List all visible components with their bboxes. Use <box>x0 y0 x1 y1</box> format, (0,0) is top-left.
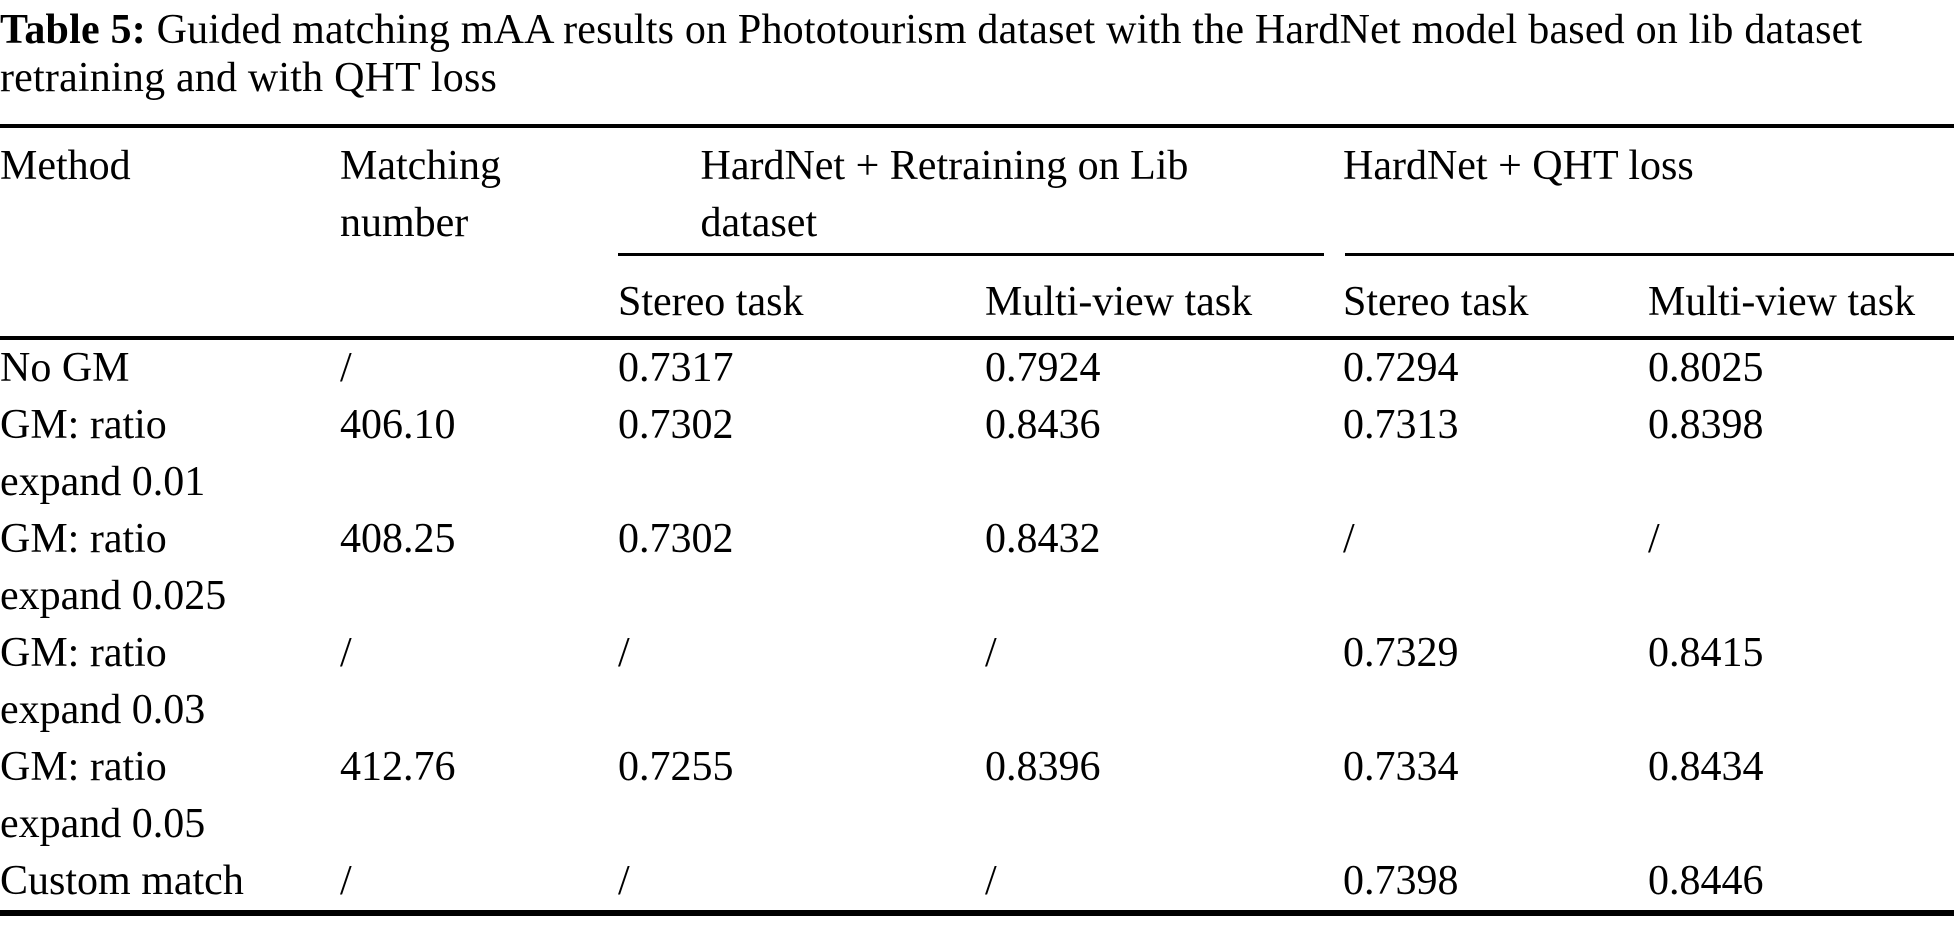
qht-multiview-cell: 0.8415 <box>1648 630 1764 676</box>
method-cell-text: GM: ratio expand 0.05 <box>0 744 206 847</box>
qht-stereo-cell: 0.7329 <box>1343 630 1459 676</box>
table-row: No GM / 0.7317 0.7924 0.7294 0.8025 <box>0 338 1954 397</box>
retraining-multiview-cell: 0.8436 <box>985 402 1101 448</box>
matching-number-cell: 406.10 <box>340 402 456 448</box>
subcolumn-header-multiview-task-1: Multi-view task <box>985 256 1343 340</box>
matching-number-cell: 408.25 <box>340 516 456 562</box>
table-header: Method Matching number HardNet + Retrain… <box>0 124 1954 340</box>
retraining-stereo-cell: 0.7255 <box>618 744 734 790</box>
retraining-multiview-cell: 0.7924 <box>985 345 1101 391</box>
method-cell-text: GM: ratio expand 0.03 <box>0 630 206 733</box>
method-cell: GM: ratio expand 0.025 <box>0 511 340 625</box>
qht-multiview-cell: 0.8398 <box>1648 402 1764 448</box>
table-row: GM: ratio expand 0.025 408.25 0.7302 0.8… <box>0 511 1954 625</box>
group-header-hardnet-qht-text: HardNet + QHT loss <box>1343 143 1694 189</box>
subcolumn-header-multiview-task-2: Multi-view task <box>1648 256 1954 340</box>
matching-number-cell: / <box>340 630 352 676</box>
table-caption: Table 5: Guided matching mAA results on … <box>0 6 1954 102</box>
retraining-stereo-cell: 0.7317 <box>618 345 734 391</box>
results-table: Method Matching number HardNet + Retrain… <box>0 124 1954 916</box>
qht-stereo-cell: / <box>1343 516 1355 562</box>
method-cell: No GM <box>0 338 340 397</box>
method-cell-text: Custom match <box>0 858 244 904</box>
group-header-hardnet-retraining-text: HardNet + Retraining on Lib dataset <box>700 143 1189 246</box>
table-body: No GM / 0.7317 0.7924 0.7294 0.8025 GM: … <box>0 338 1954 916</box>
group-header-hardnet-qht: HardNet + QHT loss <box>1343 124 1954 258</box>
method-cell: GM: ratio expand 0.03 <box>0 625 340 739</box>
retraining-multiview-cell: 0.8396 <box>985 744 1101 790</box>
column-header-matching-number-text: Matching number <box>340 143 501 246</box>
table-caption-label: Table 5: <box>0 7 146 53</box>
method-cell: Custom match <box>0 853 340 916</box>
retraining-multiview-cell: / <box>985 630 997 676</box>
qht-multiview-cell: 0.8025 <box>1648 345 1764 391</box>
table-row: GM: ratio expand 0.01 406.10 0.7302 0.84… <box>0 397 1954 511</box>
qht-stereo-cell: 0.7334 <box>1343 744 1459 790</box>
header-row-groups: Method Matching number HardNet + Retrain… <box>0 124 1954 340</box>
qht-multiview-cell: 0.8446 <box>1648 853 1954 916</box>
column-header-method: Method <box>0 124 340 340</box>
qht-multiview-cell: 0.8434 <box>1648 744 1764 790</box>
retraining-stereo-cell: 0.7302 <box>618 516 734 562</box>
retraining-multiview-cell: / <box>985 853 1343 916</box>
method-cell-text: GM: ratio expand 0.01 <box>0 402 206 505</box>
matching-number-cell: / <box>340 853 618 916</box>
matching-number-cell: 412.76 <box>340 744 456 790</box>
group-header-hardnet-retraining: HardNet + Retraining on Lib dataset <box>618 124 1343 258</box>
qht-multiview-cell: / <box>1648 516 1660 562</box>
table-row: Custom match / / / 0.7398 0.8446 <box>0 853 1954 916</box>
table-row: GM: ratio expand 0.05 412.76 0.7255 0.83… <box>0 739 1954 853</box>
header-row-subcolumns: Stereo task Multi-view task Stereo task … <box>0 256 1954 340</box>
subcolumn-header-stereo-task-2: Stereo task <box>1343 256 1648 340</box>
method-cell-text: No GM <box>0 345 130 391</box>
method-cell: GM: ratio expand 0.01 <box>0 397 340 511</box>
table-row: GM: ratio expand 0.03 / / / 0.7329 0.841… <box>0 625 1954 739</box>
method-cell-text: GM: ratio expand 0.025 <box>0 516 227 619</box>
subcolumn-header-stereo-task-1: Stereo task <box>618 256 985 340</box>
method-cell: GM: ratio expand 0.05 <box>0 739 340 853</box>
retraining-stereo-cell: / <box>618 630 630 676</box>
matching-number-cell: / <box>340 345 352 391</box>
qht-stereo-cell: 0.7294 <box>1343 345 1459 391</box>
retraining-multiview-cell: 0.8432 <box>985 516 1101 562</box>
qht-stereo-cell: 0.7398 <box>1343 853 1648 916</box>
retraining-stereo-cell: / <box>618 853 985 916</box>
retraining-stereo-cell: 0.7302 <box>618 402 734 448</box>
qht-stereo-cell: 0.7313 <box>1343 402 1459 448</box>
table-caption-text: Guided matching mAA results on Phototour… <box>0 7 1863 101</box>
column-header-matching-number: Matching number <box>340 124 618 340</box>
